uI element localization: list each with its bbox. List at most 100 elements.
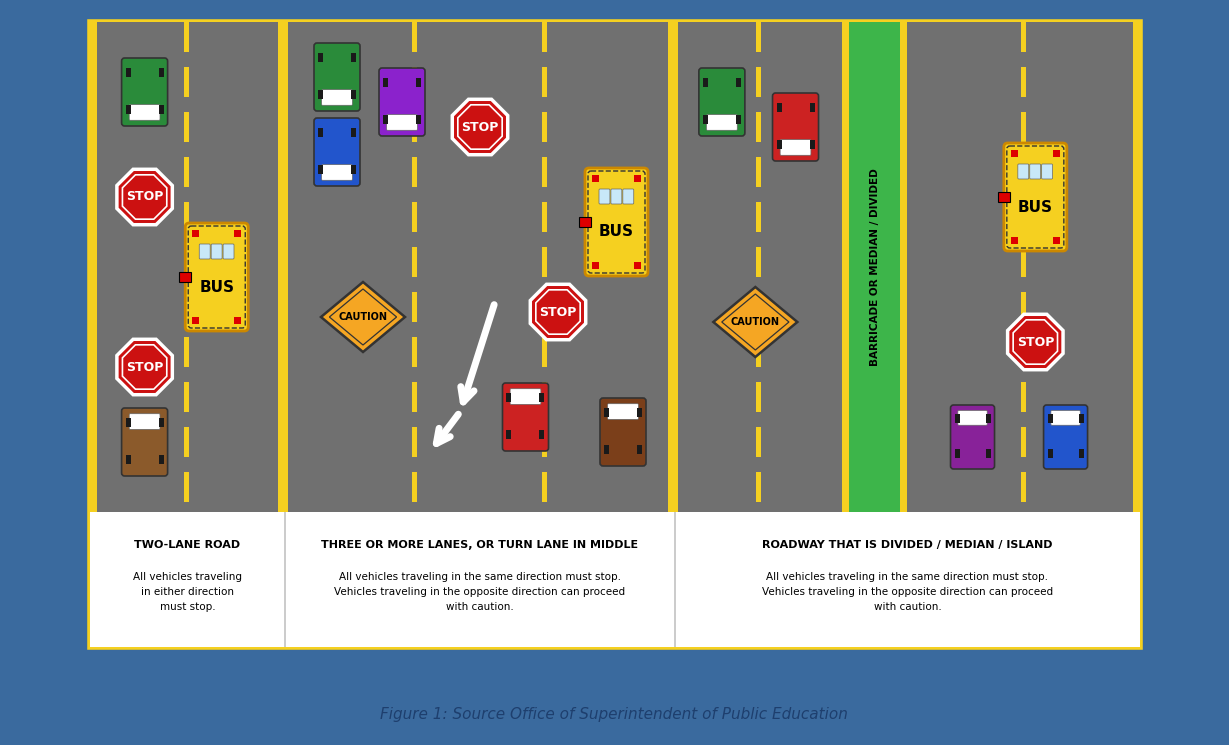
Bar <box>318 90 323 99</box>
Bar <box>159 105 163 114</box>
Bar <box>415 77 422 86</box>
Bar <box>184 427 189 457</box>
Bar <box>1021 337 1026 367</box>
Bar <box>318 53 323 62</box>
Text: Figure 1: Source Office of Superintendent of Public Education: Figure 1: Source Office of Superintenden… <box>380 708 848 723</box>
Bar <box>1021 292 1026 322</box>
Polygon shape <box>530 285 586 340</box>
Bar <box>1021 67 1026 97</box>
FancyBboxPatch shape <box>322 89 353 105</box>
Bar <box>125 105 130 114</box>
Bar <box>542 472 547 502</box>
Text: STOP: STOP <box>540 305 576 319</box>
FancyBboxPatch shape <box>211 244 222 259</box>
Bar <box>184 22 189 52</box>
FancyBboxPatch shape <box>199 244 210 259</box>
FancyBboxPatch shape <box>122 58 167 126</box>
FancyBboxPatch shape <box>780 139 811 155</box>
Bar <box>634 175 642 182</box>
Bar <box>986 414 991 423</box>
FancyBboxPatch shape <box>707 115 737 130</box>
Bar <box>542 22 547 52</box>
Polygon shape <box>117 339 172 395</box>
Bar <box>159 68 163 77</box>
Text: All vehicles traveling in the same direction must stop.
Vehicles traveling in th: All vehicles traveling in the same direc… <box>762 572 1053 612</box>
Bar <box>184 247 189 277</box>
FancyBboxPatch shape <box>387 115 418 130</box>
Bar <box>90 22 285 512</box>
Bar <box>235 230 241 237</box>
FancyBboxPatch shape <box>585 168 648 276</box>
Bar <box>1021 427 1026 457</box>
Bar <box>736 77 741 86</box>
FancyBboxPatch shape <box>186 223 248 331</box>
Bar <box>179 272 192 282</box>
Bar <box>673 512 676 647</box>
Bar <box>184 337 189 367</box>
Bar <box>542 427 547 457</box>
Bar <box>542 292 547 322</box>
Bar <box>285 22 675 512</box>
FancyBboxPatch shape <box>313 43 360 111</box>
FancyBboxPatch shape <box>122 408 167 476</box>
Bar <box>1021 202 1026 232</box>
Bar <box>986 448 991 457</box>
FancyBboxPatch shape <box>950 405 994 469</box>
Bar <box>383 115 388 124</box>
Bar <box>318 165 323 174</box>
Bar <box>412 427 417 457</box>
FancyBboxPatch shape <box>379 68 425 136</box>
Bar <box>756 22 761 52</box>
Text: CAUTION: CAUTION <box>338 312 387 322</box>
Polygon shape <box>452 99 508 155</box>
FancyBboxPatch shape <box>600 398 646 466</box>
Bar <box>1021 382 1026 412</box>
Bar <box>603 445 610 454</box>
Bar <box>603 408 610 416</box>
Bar <box>284 512 286 647</box>
FancyBboxPatch shape <box>322 165 353 180</box>
Bar <box>278 22 285 512</box>
Text: CAUTION: CAUTION <box>731 317 780 327</box>
Text: BUS: BUS <box>599 224 634 239</box>
FancyBboxPatch shape <box>224 244 234 259</box>
FancyBboxPatch shape <box>623 189 634 204</box>
Text: BARRICADE OR MEDIAN / DIVIDED: BARRICADE OR MEDIAN / DIVIDED <box>870 168 880 366</box>
Bar <box>703 115 708 124</box>
Bar <box>1133 22 1141 512</box>
FancyBboxPatch shape <box>510 389 541 405</box>
Bar <box>415 115 422 124</box>
Bar <box>1021 112 1026 142</box>
Bar <box>1021 472 1026 502</box>
Bar <box>637 408 642 416</box>
Polygon shape <box>713 287 798 357</box>
Bar <box>675 22 1141 512</box>
Bar <box>540 393 544 402</box>
Bar <box>540 430 544 439</box>
Bar <box>842 22 907 512</box>
Bar <box>579 217 591 227</box>
Bar <box>637 445 642 454</box>
Bar <box>412 247 417 277</box>
Bar <box>756 157 761 187</box>
FancyBboxPatch shape <box>607 404 638 419</box>
Bar <box>235 317 241 324</box>
FancyBboxPatch shape <box>1030 164 1041 179</box>
FancyBboxPatch shape <box>599 189 610 204</box>
Bar <box>412 382 417 412</box>
Bar <box>756 202 761 232</box>
Bar <box>184 472 189 502</box>
Bar <box>736 115 741 124</box>
Bar <box>542 112 547 142</box>
Bar <box>842 22 849 512</box>
Bar <box>810 103 815 112</box>
FancyBboxPatch shape <box>129 413 160 429</box>
Bar <box>1021 22 1026 52</box>
Bar <box>542 337 547 367</box>
Bar <box>184 292 189 322</box>
Text: THREE OR MORE LANES, OR TURN LANE IN MIDDLE: THREE OR MORE LANES, OR TURN LANE IN MID… <box>322 540 639 550</box>
Bar <box>412 22 417 52</box>
Bar <box>1010 237 1018 244</box>
Bar <box>756 112 761 142</box>
Polygon shape <box>321 282 406 352</box>
